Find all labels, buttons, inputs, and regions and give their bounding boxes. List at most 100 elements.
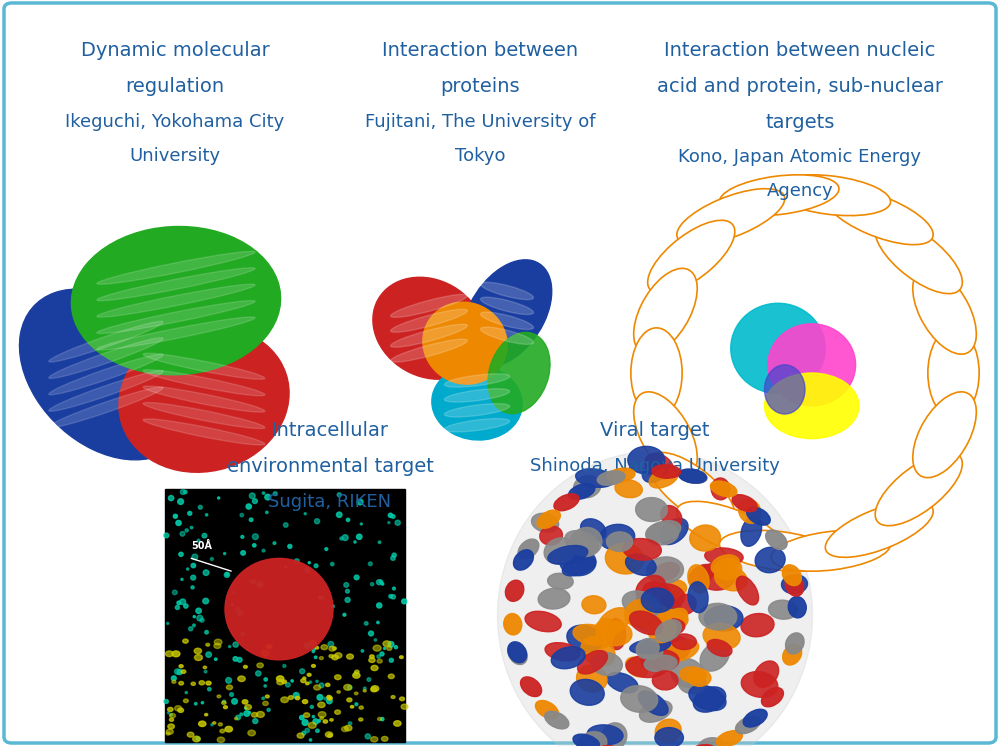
Ellipse shape [203,666,207,668]
Ellipse shape [766,530,787,550]
Ellipse shape [178,499,184,504]
Ellipse shape [325,548,328,551]
Ellipse shape [252,534,258,539]
Ellipse shape [297,733,304,739]
Ellipse shape [202,533,207,538]
Ellipse shape [49,338,163,378]
Ellipse shape [225,573,229,576]
Ellipse shape [633,601,662,624]
Ellipse shape [711,478,730,500]
Ellipse shape [648,617,676,642]
Ellipse shape [732,495,757,512]
Ellipse shape [315,646,319,649]
Ellipse shape [785,575,804,596]
Ellipse shape [168,707,173,712]
Ellipse shape [625,600,653,627]
Ellipse shape [267,709,270,712]
Ellipse shape [318,720,320,722]
Ellipse shape [363,687,366,690]
Ellipse shape [232,698,237,704]
Ellipse shape [181,670,186,674]
Ellipse shape [322,597,324,599]
Ellipse shape [194,648,202,653]
Ellipse shape [377,621,379,624]
Ellipse shape [346,518,350,521]
Ellipse shape [357,499,363,505]
Ellipse shape [754,661,779,687]
Ellipse shape [363,689,366,692]
Ellipse shape [647,583,685,608]
Ellipse shape [354,541,356,543]
Ellipse shape [172,590,177,595]
Ellipse shape [699,604,737,630]
Ellipse shape [191,682,195,686]
Ellipse shape [342,727,348,732]
Ellipse shape [605,543,644,574]
Ellipse shape [689,686,726,711]
Ellipse shape [281,697,288,703]
Ellipse shape [273,542,276,545]
Ellipse shape [283,665,286,668]
Ellipse shape [337,493,341,497]
Ellipse shape [607,468,635,482]
Ellipse shape [223,706,227,709]
Ellipse shape [332,655,338,659]
Ellipse shape [256,712,264,718]
Ellipse shape [599,524,635,550]
Ellipse shape [621,686,658,712]
Ellipse shape [304,712,310,718]
Ellipse shape [374,639,377,641]
Ellipse shape [355,670,359,674]
Ellipse shape [143,353,265,380]
Ellipse shape [335,675,341,680]
Ellipse shape [771,530,891,571]
Ellipse shape [661,506,682,527]
Ellipse shape [647,557,683,583]
Ellipse shape [370,655,374,658]
Ellipse shape [288,545,292,548]
Ellipse shape [262,697,264,700]
Ellipse shape [229,645,231,648]
Ellipse shape [359,706,363,709]
Ellipse shape [283,523,288,527]
Ellipse shape [305,728,309,733]
Ellipse shape [380,652,384,656]
Ellipse shape [314,564,318,568]
Ellipse shape [49,387,163,427]
Ellipse shape [591,652,622,675]
Ellipse shape [276,676,284,681]
Ellipse shape [169,713,175,718]
Text: targets: targets [765,113,835,131]
Ellipse shape [240,513,244,517]
Ellipse shape [596,621,632,645]
Ellipse shape [330,718,333,721]
Ellipse shape [400,656,403,659]
Ellipse shape [672,634,696,650]
Ellipse shape [233,592,235,593]
Ellipse shape [391,310,467,332]
Ellipse shape [337,691,340,693]
Ellipse shape [348,722,352,725]
Ellipse shape [177,601,181,605]
Ellipse shape [371,686,379,692]
Ellipse shape [643,582,672,601]
Ellipse shape [371,736,378,742]
Ellipse shape [578,651,607,674]
Ellipse shape [240,713,243,715]
Ellipse shape [308,562,310,564]
Ellipse shape [540,526,562,545]
Ellipse shape [166,732,170,735]
Ellipse shape [377,580,382,585]
Ellipse shape [615,480,642,498]
Ellipse shape [554,494,579,511]
Ellipse shape [143,369,265,396]
Ellipse shape [689,565,714,586]
Ellipse shape [634,605,665,630]
Ellipse shape [335,653,342,658]
Ellipse shape [282,680,286,683]
Ellipse shape [318,596,322,599]
Ellipse shape [661,580,687,599]
Ellipse shape [183,639,188,643]
Ellipse shape [783,644,802,665]
Ellipse shape [246,504,251,509]
